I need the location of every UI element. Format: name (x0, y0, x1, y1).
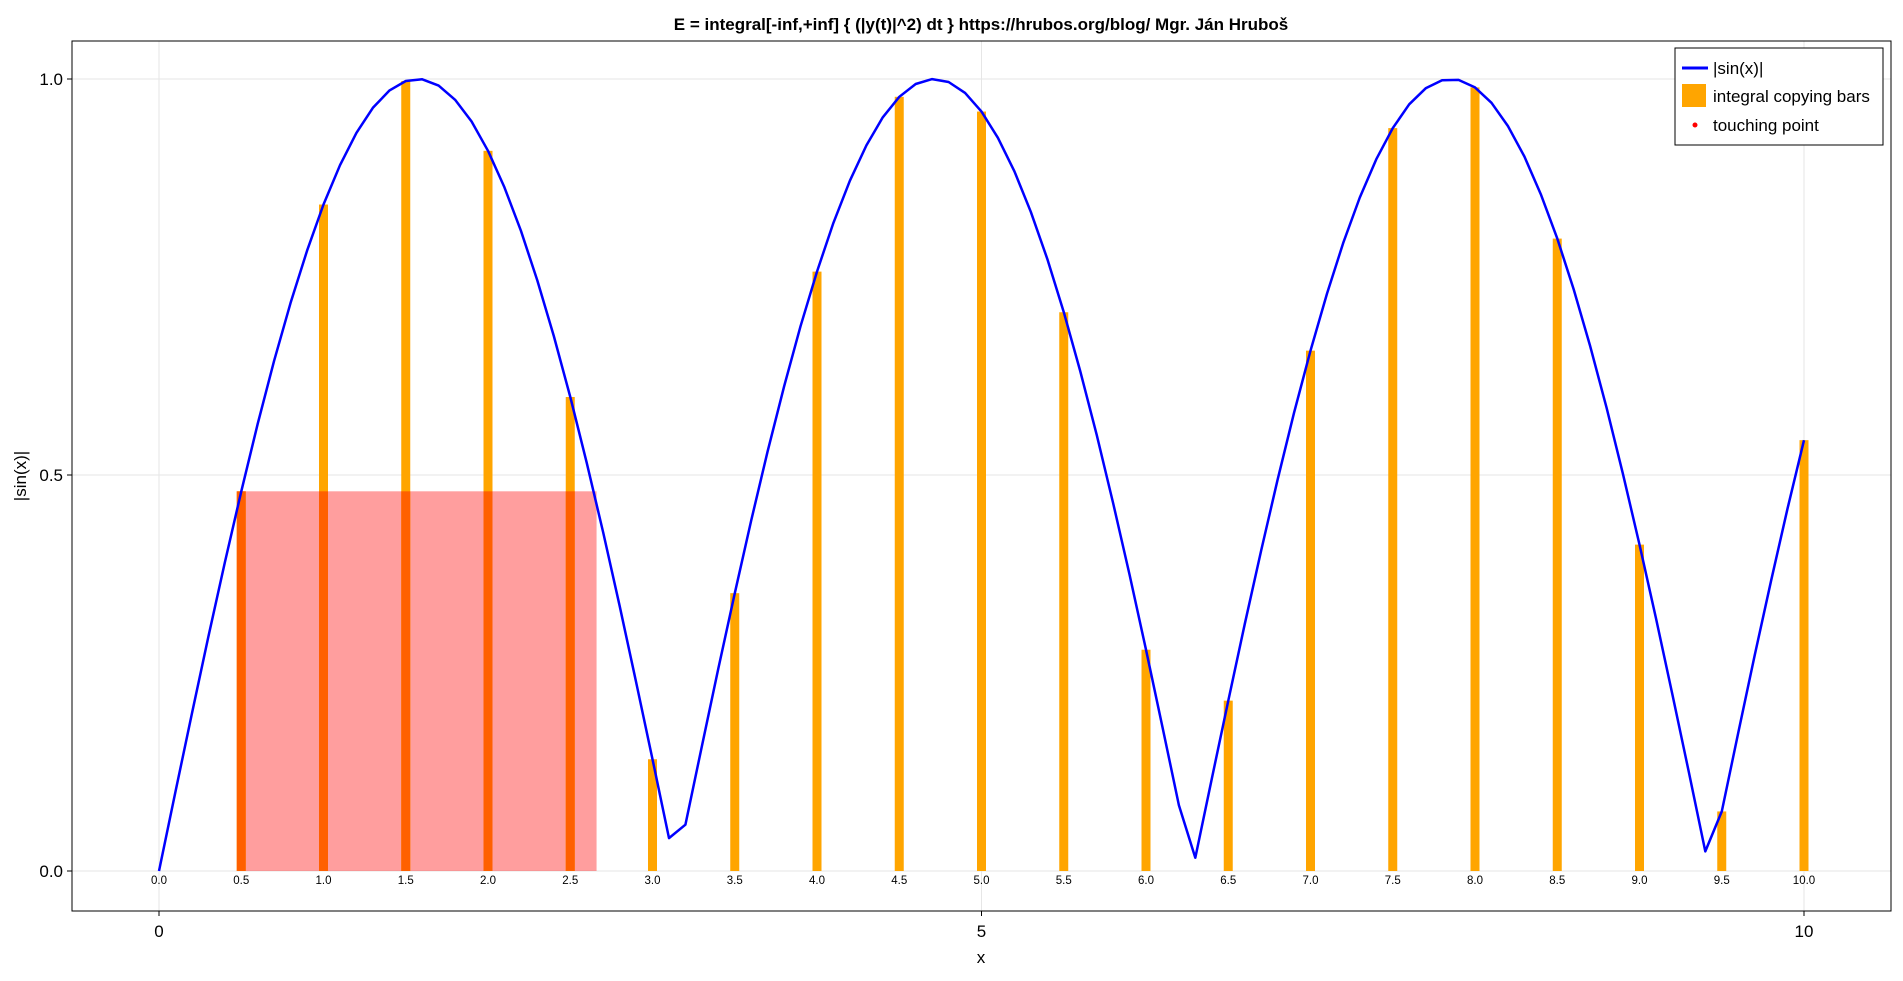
bar-tick-label-1: 0.5 (233, 875, 249, 887)
bar-18 (1717, 811, 1727, 871)
line-layer (157, 77, 1806, 872)
bar-tick-label-15: 7.5 (1385, 875, 1401, 887)
bar-tick-label-11: 5.5 (1056, 875, 1072, 887)
bar-overlap-0 (236, 491, 246, 871)
bar-8 (894, 96, 904, 871)
bar-tick-label-0: 0.0 (151, 875, 167, 887)
bar-tick-label-5: 2.5 (562, 875, 578, 887)
bar-19 (1799, 440, 1809, 871)
legend-frame (1674, 47, 1884, 146)
bar-11 (1141, 649, 1151, 871)
bar-tick-label-3: 1.5 (398, 875, 414, 887)
bar-overlap-2 (401, 491, 411, 871)
x-tick-label-1: 5 (977, 922, 986, 941)
bar-tick-label-14: 7.0 (1303, 875, 1319, 887)
y-tick-label-0: 0.0 (39, 862, 63, 881)
bar-tick-label-16: 8.0 (1467, 875, 1483, 887)
bar-9 (977, 111, 986, 871)
bar-5 (648, 759, 657, 871)
legend-label-sin: |sin(x)| (1713, 59, 1763, 78)
bar-2 (401, 80, 411, 872)
sin-line (157, 77, 1806, 872)
bar-tick-label-8: 4.0 (809, 875, 825, 887)
bar-16 (1552, 238, 1562, 871)
x-axis-label: x (977, 948, 986, 967)
legend: |sin(x)| integral copying bars touching … (1674, 47, 1884, 146)
bar-14 (1388, 128, 1398, 871)
bar-15 (1470, 87, 1480, 871)
bar-tick-label-13: 6.5 (1220, 875, 1236, 887)
legend-label-point: touching point (1713, 116, 1819, 135)
bar-tick-label-10: 5.0 (974, 875, 990, 887)
bar-overlap-4 (565, 491, 575, 871)
x-tick-label-2: 10 (1795, 922, 1814, 941)
bar-tick-label-12: 6.0 (1138, 875, 1154, 887)
y-tick-label-1: 0.5 (39, 466, 63, 485)
x-tick-label-0: 0 (154, 922, 163, 941)
bar-12 (1223, 700, 1233, 871)
bars (236, 80, 1809, 872)
bar-6 (730, 593, 740, 871)
legend-bar-swatch (1682, 84, 1706, 107)
bar-17 (1635, 544, 1644, 871)
bar-tick-label-20: 10.0 (1793, 875, 1815, 887)
bar-13 (1306, 350, 1315, 871)
bar-tick-label-18: 9.0 (1632, 875, 1648, 887)
bar-tick-label-9: 4.5 (891, 875, 907, 887)
legend-point-swatch (1692, 122, 1698, 128)
y-axis-label: |sin(x)| (11, 451, 30, 501)
bar-tick-label-2: 1.0 (316, 875, 332, 887)
y-tick-label-2: 1.0 (39, 70, 63, 89)
bar-overlap-3 (483, 491, 493, 871)
highlight-area (241, 491, 597, 871)
bar-tick-label-7: 3.5 (727, 875, 743, 887)
bar-7 (812, 271, 822, 872)
bar-tick-label-6: 3.0 (645, 875, 661, 887)
bar-tick-label-19: 9.5 (1714, 875, 1730, 887)
chart-title: E = integral[-inf,+inf] { (|y(t)|^2) dt … (674, 15, 1288, 34)
bar-tick-label-17: 8.5 (1549, 875, 1565, 887)
legend-label-bars: integral copying bars (1713, 87, 1870, 106)
bar-tick-label-4: 2.0 (480, 875, 496, 887)
bar-10 (1059, 312, 1069, 871)
highlight-rectangle (241, 491, 597, 871)
bar-overlap-1 (319, 491, 328, 871)
ticks: 0.0 0.5 1.0 1.5 2.0 2.5 3.0 3.5 4.0 4.5 5.0 5.5 6.0 6… (39, 70, 1815, 941)
